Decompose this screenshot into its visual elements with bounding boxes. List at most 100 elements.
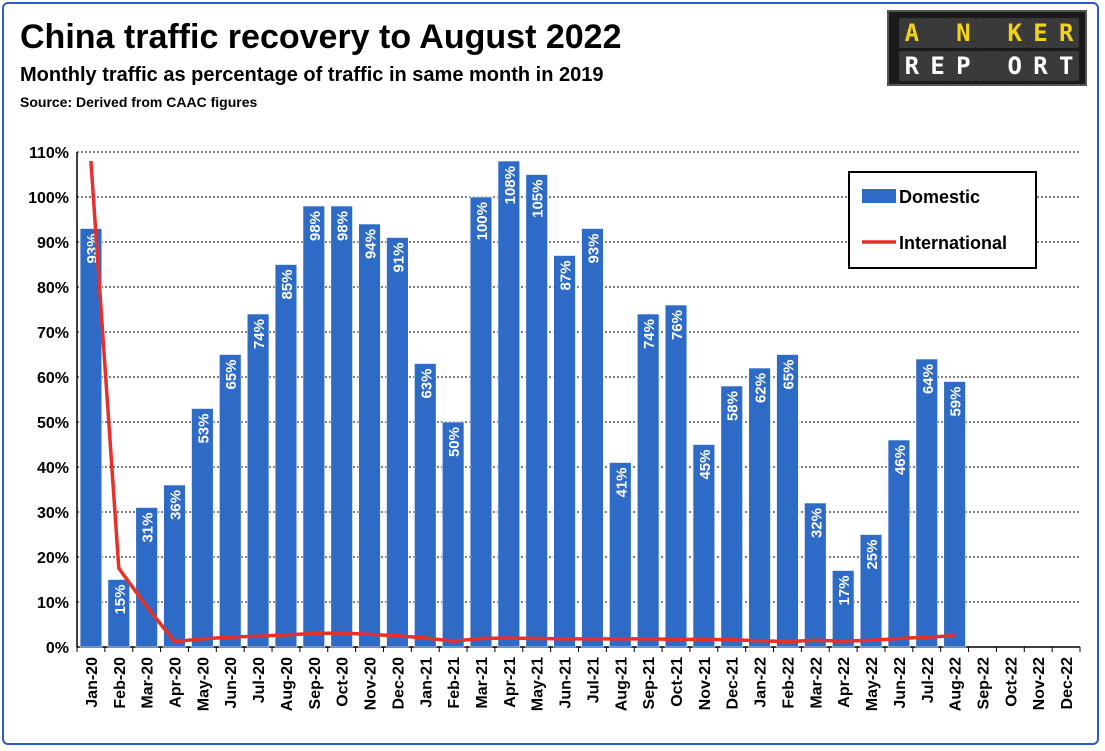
logo-line-1: A N K E R xyxy=(899,18,1080,48)
x-tick-label: Oct-21 xyxy=(669,657,686,707)
y-tick-label: 60% xyxy=(37,370,69,387)
x-tick-label: Apr-21 xyxy=(502,657,519,708)
bar-value-label: 94% xyxy=(363,229,380,259)
x-tick-label: May-20 xyxy=(195,657,212,711)
bar-domestic xyxy=(386,237,409,648)
y-tick-label: 0% xyxy=(46,640,69,657)
logo-letter: T xyxy=(1053,51,1080,81)
bar-value-label: 31% xyxy=(140,513,157,543)
logo-letter: E xyxy=(924,51,951,81)
x-tick-label: Apr-22 xyxy=(836,657,853,708)
bar-value-label: 63% xyxy=(418,369,435,399)
bar-value-label: 100% xyxy=(474,202,491,240)
bar-domestic xyxy=(219,354,242,648)
x-tick-label: Jan-22 xyxy=(753,657,770,708)
bar-domestic xyxy=(163,484,186,648)
y-tick-label: 80% xyxy=(37,280,69,297)
bar-value-label: 105% xyxy=(530,180,547,218)
x-tick-label: May-22 xyxy=(864,657,881,711)
x-tick-label: Apr-20 xyxy=(168,657,185,708)
bar-value-label: 62% xyxy=(753,373,770,403)
logo-letter: O xyxy=(1001,51,1028,81)
bar-value-label: 50% xyxy=(446,427,463,457)
logo-letter: N xyxy=(950,18,977,48)
x-tick-label: Jun-20 xyxy=(223,657,240,709)
bar-value-label: 74% xyxy=(251,319,268,349)
bar-domestic xyxy=(692,444,716,648)
x-tick-label: Nov-20 xyxy=(363,657,380,710)
bar-domestic xyxy=(720,385,743,648)
bar-value-label: 65% xyxy=(223,360,240,390)
y-tick-label: 30% xyxy=(37,505,69,522)
legend-label-domestic: Domestic xyxy=(899,187,980,207)
bar-value-label: 59% xyxy=(948,387,965,417)
source-note: Source: Derived from CAAC figures xyxy=(20,94,258,110)
bar-domestic xyxy=(497,160,521,648)
bar-domestic xyxy=(636,313,660,648)
bar-value-label: 36% xyxy=(168,490,185,520)
x-tick-label: Mar-20 xyxy=(140,657,157,709)
legend-box xyxy=(848,171,1037,269)
y-tick-label: 10% xyxy=(37,595,69,612)
y-tick-label: 110% xyxy=(29,145,69,162)
x-tick-label: Sep-21 xyxy=(641,657,658,710)
bar-value-label: 98% xyxy=(307,211,324,241)
bar-value-label: 45% xyxy=(697,450,714,480)
logo-letter: R xyxy=(1027,51,1054,81)
bar-domestic xyxy=(553,255,576,648)
bar-domestic xyxy=(859,534,883,648)
bar-domestic xyxy=(832,570,855,648)
bar-domestic xyxy=(302,205,325,648)
bar-value-label: 25% xyxy=(864,540,881,570)
x-tick-label: Sep-22 xyxy=(975,657,992,710)
x-tick-label: Jan-21 xyxy=(418,657,435,708)
logo-letter xyxy=(976,51,1002,81)
x-tick-label: Mar-21 xyxy=(474,657,491,709)
bar-domestic xyxy=(943,381,966,648)
x-tick-label: Feb-22 xyxy=(780,657,797,709)
bar-domestic xyxy=(107,579,130,648)
logo-letter xyxy=(976,18,1002,48)
bar-domestic xyxy=(804,502,827,648)
y-tick-label: 20% xyxy=(37,550,69,567)
logo-letter: R xyxy=(1053,18,1080,48)
bar-value-label: 58% xyxy=(725,391,742,421)
bar-domestic xyxy=(776,354,799,648)
legend-label-international: International xyxy=(899,233,1007,253)
bar-value-label: 41% xyxy=(613,468,630,498)
bar-domestic xyxy=(358,223,381,648)
bar-domestic xyxy=(79,228,103,648)
legend-swatch-domestic xyxy=(862,189,896,203)
logo-letter: P xyxy=(950,51,977,81)
y-tick-label: 90% xyxy=(37,235,69,252)
bar-value-label: 74% xyxy=(641,319,658,349)
y-tick-label: 70% xyxy=(37,325,69,342)
x-tick-label: Dec-20 xyxy=(390,657,407,710)
x-tick-label: Jul-21 xyxy=(585,657,602,703)
logo-letter: E xyxy=(1027,18,1054,48)
x-tick-label: Dec-21 xyxy=(725,657,742,710)
bar-domestic xyxy=(748,367,771,648)
bar-domestic xyxy=(274,264,298,648)
bar-value-label: 64% xyxy=(920,364,937,394)
x-tick-label: Feb-21 xyxy=(446,657,463,709)
x-tick-label: Nov-21 xyxy=(697,657,714,710)
bar-domestic xyxy=(414,363,437,648)
x-tick-label: Mar-22 xyxy=(808,657,825,709)
line-international xyxy=(89,160,955,644)
bar-domestic xyxy=(469,196,493,648)
anker-report-logo: A N K E R R E P O R T xyxy=(887,10,1087,86)
bar-value-label: 76% xyxy=(669,310,686,340)
x-tick-label: Jun-21 xyxy=(558,657,575,709)
x-tick-label: May-21 xyxy=(530,657,547,711)
x-tick-label: Nov-22 xyxy=(1031,657,1048,710)
bar-value-label: 85% xyxy=(279,270,296,300)
bar-value-label: 108% xyxy=(502,166,519,204)
bar-domestic xyxy=(664,304,688,648)
y-tick-label: 100% xyxy=(28,190,69,207)
bar-value-label: 87% xyxy=(558,261,575,291)
x-tick-label: Jun-22 xyxy=(892,657,909,709)
bar-value-label: 17% xyxy=(836,576,853,606)
x-tick-label: Aug-21 xyxy=(613,657,630,711)
